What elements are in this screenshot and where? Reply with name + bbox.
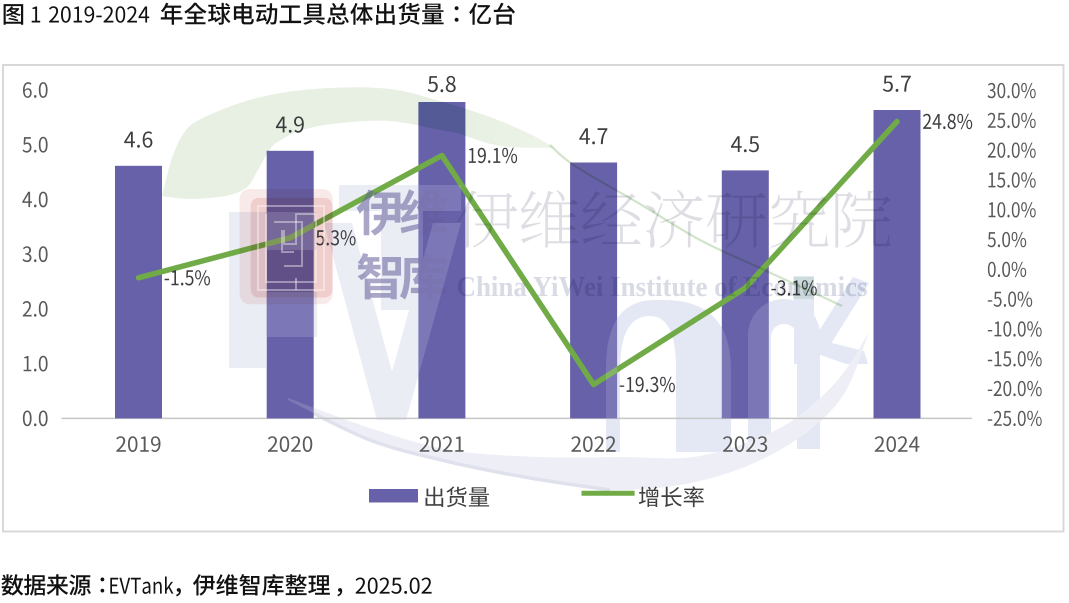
svg-text:China YiWei Institute of Econo: China YiWei Institute of Economics	[457, 272, 868, 303]
